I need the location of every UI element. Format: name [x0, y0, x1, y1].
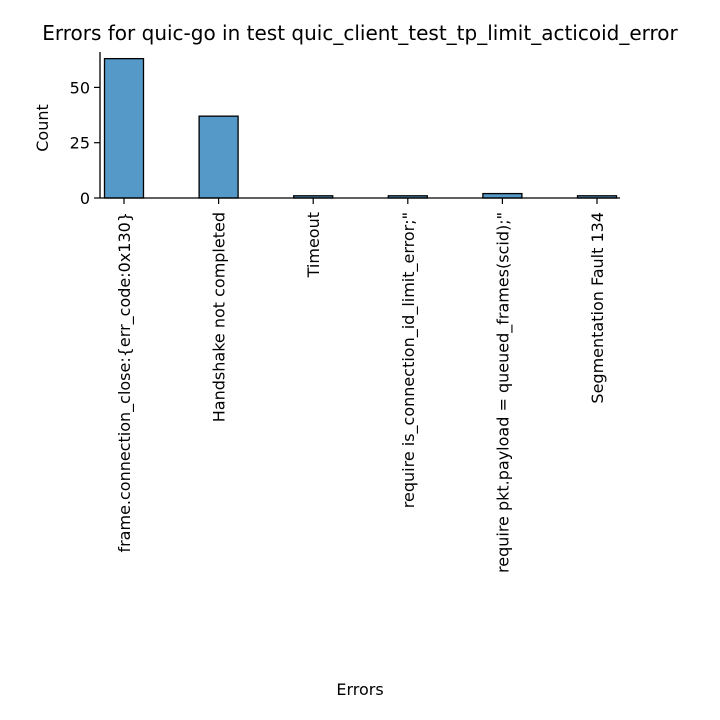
x-tick-label-2: Timeout [304, 212, 323, 278]
y-ticks: 0 25 50 [70, 78, 100, 208]
y-tick-label-0: 0 [80, 189, 90, 208]
chart-title: Errors for quic-go in test quic_client_t… [42, 21, 678, 45]
y-tick-label-2: 50 [70, 78, 90, 97]
x-ticks: frame.connection_close:{err_code:0x130} H… [115, 198, 607, 573]
x-tick-label-1: Handshake not completed [210, 212, 229, 422]
y-tick-label-1: 25 [70, 134, 90, 153]
bar-4 [482, 192, 523, 199]
bar-0 [103, 57, 145, 199]
x-tick-label-4: require pkt.payload = queued_frames(scid… [493, 212, 513, 573]
y-axis-label: Count [33, 104, 52, 152]
bar-1 [198, 115, 239, 199]
bars [103, 57, 618, 199]
x-axis-label: Errors [336, 680, 383, 699]
x-tick-label-0: frame.connection_close:{err_code:0x130} [115, 212, 135, 553]
x-tick-label-5: Segmentation Fault 134 [588, 212, 607, 404]
x-tick-label-3: require is_connection_id_limit_error;" [399, 212, 419, 508]
